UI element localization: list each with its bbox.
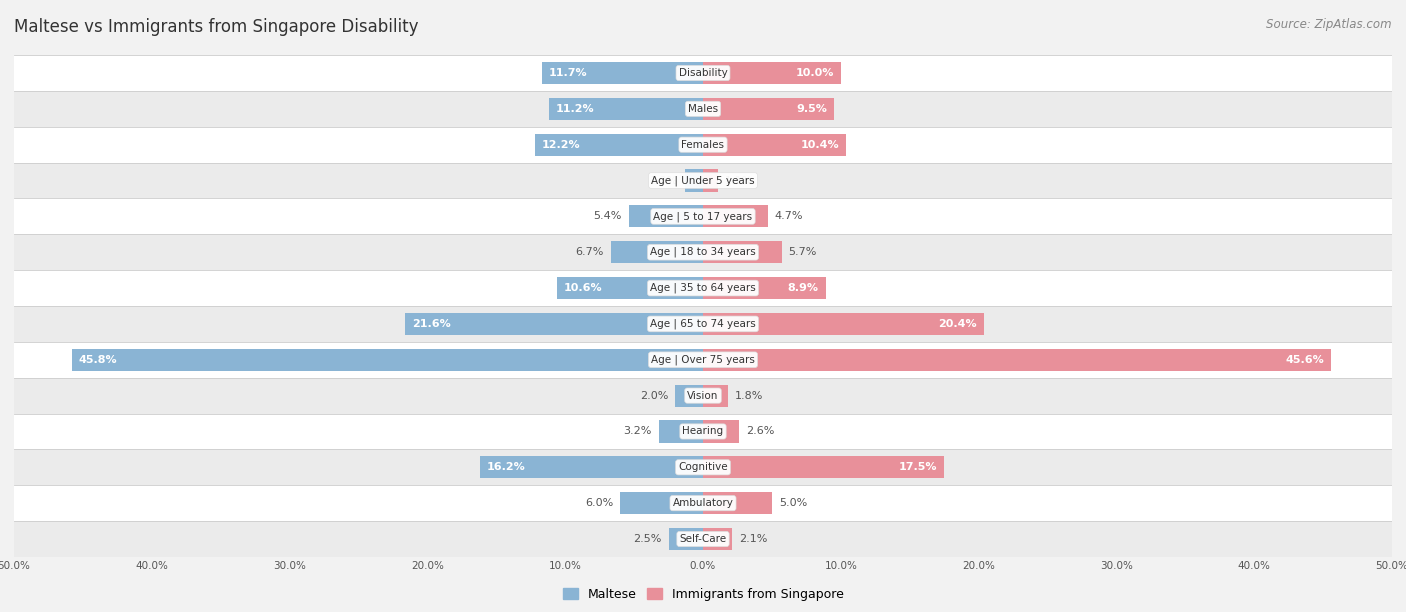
Text: Age | 35 to 64 years: Age | 35 to 64 years [650, 283, 756, 293]
Text: Females: Females [682, 140, 724, 150]
Bar [703, 62, 841, 84]
Bar [628, 205, 703, 228]
Text: Ambulatory: Ambulatory [672, 498, 734, 508]
Text: 2.5%: 2.5% [633, 534, 662, 544]
Text: 3.2%: 3.2% [624, 427, 652, 436]
Bar [703, 170, 718, 192]
Bar [14, 55, 1392, 91]
Bar [659, 420, 703, 442]
Text: 6.0%: 6.0% [585, 498, 613, 508]
Legend: Maltese, Immigrants from Singapore: Maltese, Immigrants from Singapore [558, 583, 848, 606]
Bar [14, 91, 1392, 127]
Bar [14, 270, 1392, 306]
Text: 8.9%: 8.9% [787, 283, 818, 293]
Text: 45.6%: 45.6% [1285, 355, 1324, 365]
Text: 45.8%: 45.8% [79, 355, 118, 365]
Bar [14, 342, 1392, 378]
Text: 10.6%: 10.6% [564, 283, 602, 293]
Text: Age | Under 5 years: Age | Under 5 years [651, 175, 755, 186]
Text: Vision: Vision [688, 390, 718, 401]
Bar [14, 198, 1392, 234]
Text: 17.5%: 17.5% [898, 462, 938, 472]
Text: 6.7%: 6.7% [575, 247, 603, 257]
Bar [703, 456, 945, 479]
Text: 10.0%: 10.0% [796, 68, 834, 78]
Text: 21.6%: 21.6% [412, 319, 451, 329]
Text: Cognitive: Cognitive [678, 462, 728, 472]
Bar [405, 313, 703, 335]
Bar [703, 492, 772, 514]
Text: 12.2%: 12.2% [541, 140, 581, 150]
Text: 5.7%: 5.7% [789, 247, 817, 257]
Bar [675, 384, 703, 407]
Bar [541, 62, 703, 84]
Text: 2.6%: 2.6% [745, 427, 775, 436]
Text: Age | 18 to 34 years: Age | 18 to 34 years [650, 247, 756, 258]
Bar [14, 163, 1392, 198]
Text: 11.7%: 11.7% [548, 68, 588, 78]
Text: Disability: Disability [679, 68, 727, 78]
Text: Males: Males [688, 104, 718, 114]
Text: 10.4%: 10.4% [801, 140, 839, 150]
Bar [14, 378, 1392, 414]
Bar [534, 133, 703, 156]
Bar [620, 492, 703, 514]
Bar [703, 98, 834, 120]
Bar [548, 98, 703, 120]
Text: 4.7%: 4.7% [775, 211, 803, 222]
Text: Age | Over 75 years: Age | Over 75 years [651, 354, 755, 365]
Bar [703, 384, 728, 407]
Bar [685, 170, 703, 192]
Bar [72, 349, 703, 371]
Bar [14, 234, 1392, 270]
Text: Age | 65 to 74 years: Age | 65 to 74 years [650, 319, 756, 329]
Text: 1.3%: 1.3% [650, 176, 678, 185]
Text: Maltese vs Immigrants from Singapore Disability: Maltese vs Immigrants from Singapore Dis… [14, 18, 419, 36]
Text: 5.4%: 5.4% [593, 211, 621, 222]
Text: Hearing: Hearing [682, 427, 724, 436]
Text: Age | 5 to 17 years: Age | 5 to 17 years [654, 211, 752, 222]
Bar [703, 205, 768, 228]
Bar [703, 349, 1331, 371]
Bar [703, 133, 846, 156]
Bar [14, 414, 1392, 449]
Bar [703, 420, 738, 442]
Text: 2.1%: 2.1% [738, 534, 768, 544]
Text: Self-Care: Self-Care [679, 534, 727, 544]
Bar [669, 528, 703, 550]
Bar [479, 456, 703, 479]
Bar [14, 306, 1392, 342]
Text: 20.4%: 20.4% [939, 319, 977, 329]
Bar [703, 528, 733, 550]
Text: 5.0%: 5.0% [779, 498, 807, 508]
Text: 9.5%: 9.5% [796, 104, 827, 114]
Bar [14, 485, 1392, 521]
Text: 1.1%: 1.1% [725, 176, 754, 185]
Bar [14, 449, 1392, 485]
Text: 11.2%: 11.2% [555, 104, 595, 114]
Text: 16.2%: 16.2% [486, 462, 526, 472]
Bar [557, 277, 703, 299]
Bar [14, 521, 1392, 557]
Bar [703, 277, 825, 299]
Bar [14, 127, 1392, 163]
Bar [610, 241, 703, 263]
Text: 1.8%: 1.8% [735, 390, 763, 401]
Text: 2.0%: 2.0% [640, 390, 669, 401]
Text: Source: ZipAtlas.com: Source: ZipAtlas.com [1267, 18, 1392, 31]
Bar [703, 313, 984, 335]
Bar [703, 241, 782, 263]
